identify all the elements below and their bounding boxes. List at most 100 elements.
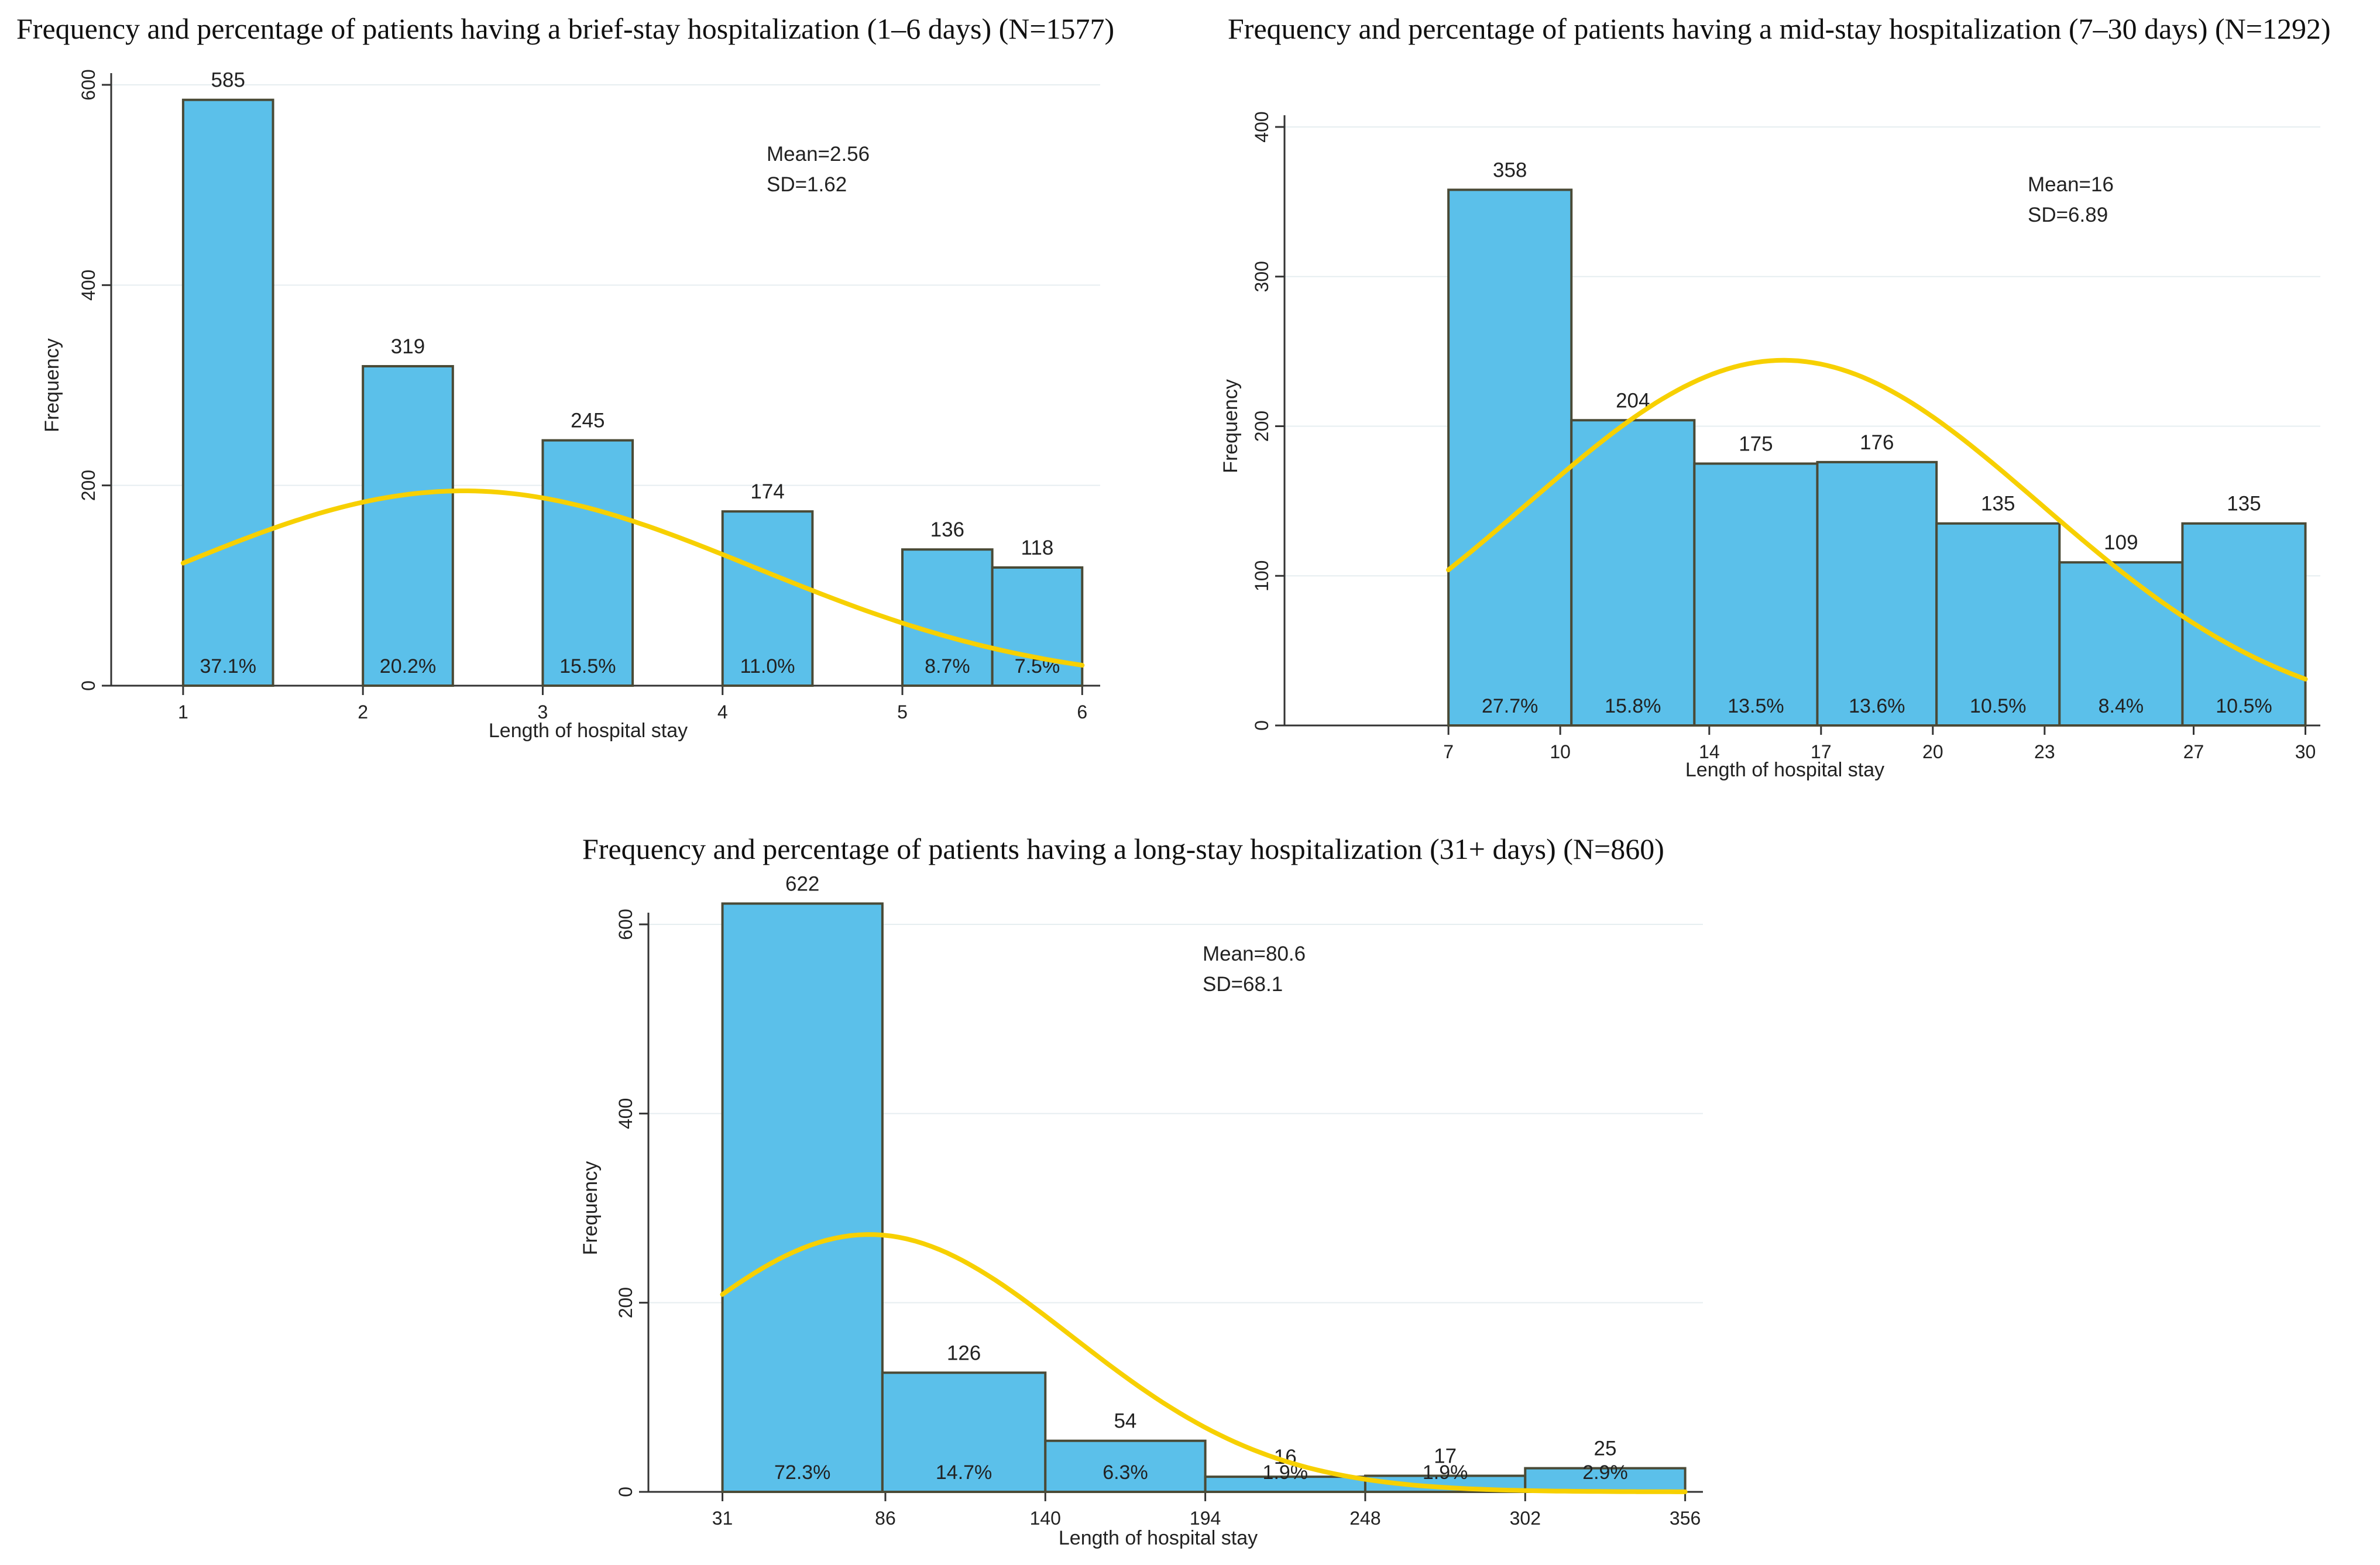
bar-percent-label: 1.9% [1423, 1461, 1468, 1484]
x-tick-label: 356 [1670, 1508, 1701, 1529]
bar-percent-label: 11.0% [740, 655, 795, 677]
x-axis-title: Length of hospital stay [489, 720, 688, 742]
y-axis-title: Frequency [1220, 379, 1242, 473]
histogram-bar [1524, 1467, 1687, 1493]
x-tick-label: 6 [1077, 701, 1087, 723]
mean-annotation: Mean=80.6 [1203, 943, 1306, 965]
y-tick-label: 600 [615, 909, 636, 940]
bar-value-label: 175 [1739, 432, 1773, 455]
x-axis-title: Length of hospital stay [1059, 1527, 1258, 1549]
normal-curve [720, 1232, 1688, 1494]
histogram-bar [181, 98, 274, 687]
bar-value-label: 176 [1860, 431, 1894, 454]
bar-value-label: 118 [1021, 536, 1054, 559]
bar-percent-label: 15.8% [1605, 695, 1661, 717]
bar-percent-label: 8.4% [2099, 695, 2144, 717]
bar-percent-label: 20.2% [380, 655, 436, 677]
bar-percent-label: 10.5% [1970, 695, 2026, 717]
y-tick-label: 600 [78, 69, 99, 100]
histogram-bar [1044, 1439, 1207, 1494]
x-axis-title: Length of hospital stay [1685, 759, 1884, 781]
x-tick-label: 140 [1030, 1508, 1061, 1529]
bar-value-label: 109 [2104, 531, 2138, 554]
y-tick-label: 100 [1251, 560, 1272, 591]
y-tick-label: 200 [78, 470, 99, 501]
bar-value-label: 54 [1114, 1410, 1136, 1433]
normal-curve [1446, 357, 2308, 682]
x-tick-label: 31 [712, 1508, 733, 1529]
histogram-bar [1204, 1475, 1366, 1494]
bar-percent-label: 13.5% [1728, 695, 1784, 717]
bar-percent-label: 15.5% [559, 655, 616, 677]
x-tick-label: 7 [1443, 741, 1454, 762]
histogram-bar [1816, 460, 1938, 727]
sd-annotation: SD=68.1 [1203, 973, 1283, 996]
bar-value-label: 245 [571, 410, 605, 432]
bar-value-label: 585 [211, 69, 245, 92]
histogram-bar [1935, 522, 2061, 727]
histogram-brief-stay: 0 200 400 600 1 2 3 4 5 6 Length of hospital stay F… [41, 69, 1100, 742]
y-tick-label: 0 [78, 680, 99, 691]
bar-value-label: 358 [1493, 159, 1527, 181]
bar-percent-label: 13.6% [1849, 695, 1905, 717]
chart-title-brief-stay: Frequency and percentage of patients hav… [16, 12, 1115, 45]
histogram-bar [2181, 522, 2307, 727]
histogram-mid-stay: 0 100 200 300 400 7 10 14 17 20 23 27 30 Length of ho… [1220, 111, 2320, 781]
histogram-bar [362, 364, 454, 687]
x-tick-label: 3 [538, 701, 548, 723]
histogram-long-stay: 0 200 400 600 31 86 140 194 248 302 356 Length of h… [579, 872, 1703, 1549]
x-tick-label: 27 [2183, 741, 2204, 762]
x-tick-label: 2 [358, 701, 368, 723]
x-tick-label: 20 [1922, 741, 1943, 762]
bar-value-label: 25 [1593, 1437, 1616, 1460]
bar-percent-label: 72.3% [774, 1461, 830, 1484]
x-tick-label: 302 [1510, 1508, 1541, 1529]
x-tick-label: 14 [1699, 741, 1720, 762]
sd-annotation: SD=6.89 [2028, 204, 2108, 226]
y-tick-label: 400 [78, 270, 99, 301]
bar-percent-label: 27.7% [1482, 695, 1538, 717]
y-tick-label: 0 [1251, 720, 1272, 731]
x-tick-label: 86 [875, 1508, 896, 1529]
chart-title-long-stay: Frequency and percentage of patients hav… [582, 833, 1664, 865]
mean-annotation: Mean=16 [2028, 173, 2114, 196]
bar-value-label: 622 [785, 872, 819, 895]
histogram-bar [541, 439, 634, 687]
histogram-bar [1693, 462, 1819, 727]
bar-percent-label: 14.7% [936, 1461, 992, 1484]
x-tick-label: 248 [1349, 1508, 1380, 1529]
y-tick-label: 400 [1251, 111, 1272, 142]
y-tick-label: 400 [615, 1098, 636, 1129]
bar-value-label: 174 [750, 480, 784, 503]
histogram-bar [991, 566, 1084, 687]
bar-percent-label: 6.3% [1103, 1461, 1148, 1484]
bar-value-label: 136 [930, 518, 964, 541]
bar-percent-label: 8.7% [925, 655, 970, 677]
histogram-bar [1570, 419, 1696, 727]
x-tick-label: 194 [1190, 1508, 1221, 1529]
y-axis-title: Frequency [41, 338, 63, 432]
bar-value-label: 135 [2227, 493, 2261, 515]
histogram-bar [2058, 561, 2184, 727]
chart-title-mid-stay: Frequency and percentage of patients hav… [1228, 12, 2331, 45]
histogram-bar [1447, 188, 1573, 727]
mean-annotation: Mean=2.56 [767, 143, 870, 166]
x-tick-label: 1 [178, 701, 188, 723]
y-tick-label: 300 [1251, 261, 1272, 292]
histogram-bar [721, 510, 814, 687]
x-tick-label: 23 [2034, 741, 2055, 762]
y-tick-label: 0 [615, 1487, 636, 1497]
bar-percent-label: 10.5% [2216, 695, 2272, 717]
bar-percent-label: 2.9% [1582, 1461, 1628, 1484]
histogram-bar [881, 1371, 1047, 1493]
x-tick-label: 30 [2295, 741, 2316, 762]
sd-annotation: SD=1.62 [767, 173, 847, 196]
x-tick-label: 4 [717, 701, 728, 723]
bar-value-label: 126 [947, 1342, 981, 1364]
bar-value-label: 135 [1981, 493, 2015, 515]
x-tick-label: 5 [897, 701, 908, 723]
histogram-bar [721, 902, 884, 1493]
y-axis-title: Frequency [579, 1161, 602, 1256]
bar-value-label: 319 [391, 335, 425, 358]
bar-value-label: 17 [1434, 1445, 1457, 1468]
